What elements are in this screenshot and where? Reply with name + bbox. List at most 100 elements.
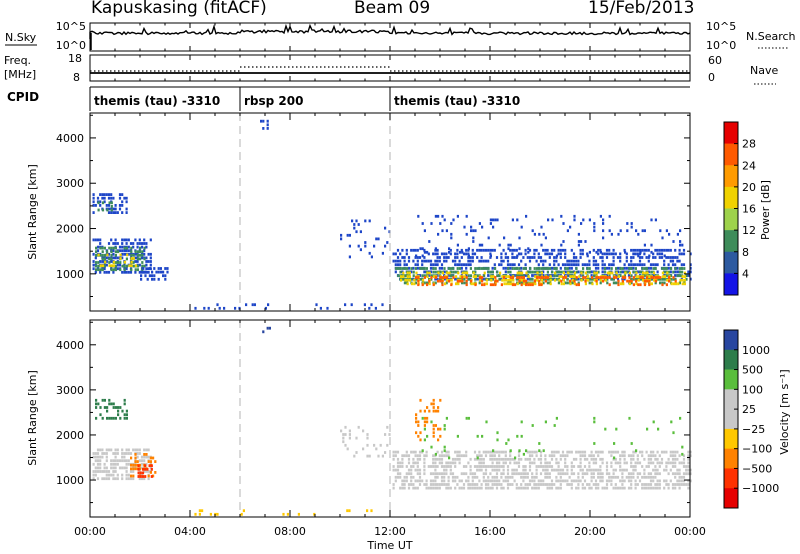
heatmap-cell [553,267,556,270]
heatmap-cell [430,445,433,449]
heatmap-cell [593,271,596,275]
heatmap-cell [445,461,448,465]
heatmap-cell [647,256,650,259]
heatmap-cell [639,270,642,274]
heatmap-cell [535,475,538,479]
heatmap-cell [553,274,556,278]
heatmap-cell [588,465,591,468]
heatmap-cell [559,266,562,270]
heatmap-cell [663,259,666,263]
heatmap-cell [634,468,637,472]
heatmap-cell [401,457,404,461]
heatmap-cell [491,479,494,483]
heatmap-cell [584,271,587,275]
heatmap-cell [502,486,505,490]
heatmap-cell [112,246,115,250]
heatmap-cell [612,486,615,490]
heatmap-cell [454,277,457,281]
heatmap-cell [491,454,494,458]
heatmap-cell [555,457,558,461]
heatmap-cell [162,274,165,278]
heatmap-cell [487,450,490,454]
heatmap-cell [465,279,468,283]
heatmap-cell [396,457,400,461]
heatmap-cell [648,254,651,258]
heatmap-cell [518,279,521,283]
heatmap-cell [434,461,437,465]
heatmap-cell [491,450,494,454]
heatmap-cell [432,252,435,256]
heatmap-cell [667,266,670,270]
heatmap-cell [577,479,580,483]
heatmap-cell [608,214,611,218]
heatmap-cell [665,274,668,278]
heatmap-cell [399,259,402,263]
heatmap-cell [416,486,419,490]
heatmap-cell [460,479,463,483]
heatmap-cell [557,248,560,252]
heatmap-cell [426,420,429,424]
heatmap-cell [517,461,521,465]
heatmap-cell [572,259,576,263]
heatmap-cell [554,278,557,282]
heatmap-cell [103,267,106,271]
heatmap-cell [140,270,143,274]
heatmap-cell [553,424,556,427]
heatmap-cell [533,279,536,283]
heatmap-cell [473,475,477,479]
heatmap-cell [575,486,578,490]
heatmap-cell [523,282,526,286]
heatmap-cell [630,267,633,270]
heatmap-cell [590,454,593,458]
colorbar-swatch [724,448,738,469]
heatmap-cell [619,457,622,461]
heatmap-cell [506,256,510,259]
heatmap-cell [678,486,681,490]
heatmap-cell [582,276,585,279]
heatmap-cell [447,479,450,483]
heatmap-cell [511,267,514,270]
heatmap-cell [546,461,549,465]
heatmap-cell [502,259,505,263]
heatmap-cell [588,259,591,263]
heatmap-cell [577,465,580,468]
heatmap-cell [99,406,102,409]
heatmap-cell [616,277,620,281]
heatmap-cell [432,270,435,274]
heatmap-cell [512,278,515,282]
heatmap-cell [415,271,418,275]
heatmap-cell [405,472,408,476]
heatmap-cell [406,282,409,286]
heatmap-cell [426,416,429,420]
heatmap-cell [139,257,142,261]
heatmap-cell [674,256,677,259]
heatmap-cell [478,267,481,270]
heatmap-cell [630,222,633,225]
heatmap-cell [434,457,437,461]
heatmap-cell [128,264,131,268]
heatmap-cell [602,229,605,233]
heatmap-cell [583,454,587,458]
heatmap-cell [555,479,558,483]
heatmap-cell [667,248,670,252]
heatmap-cell [592,483,595,486]
heatmap-cell [610,263,613,267]
heatmap-cell [481,276,484,279]
heatmap-cell [485,267,488,270]
heatmap-cell [428,282,431,286]
heatmap-cell [155,270,158,274]
heatmap-cell [137,471,140,475]
heatmap-cell [145,242,148,245]
heatmap-cell [474,277,477,281]
heatmap-cell [101,246,104,250]
heatmap-cell [143,238,146,242]
heatmap-cell [546,277,549,281]
heatmap-cell [129,477,133,481]
heatmap-cell [476,454,479,458]
heatmap-cell [441,279,444,283]
heatmap-cell [407,454,411,458]
heatmap-cell [386,425,389,429]
heatmap-cell [592,263,595,267]
heatmap-cell [531,256,534,259]
heatmap-cell [520,276,523,279]
